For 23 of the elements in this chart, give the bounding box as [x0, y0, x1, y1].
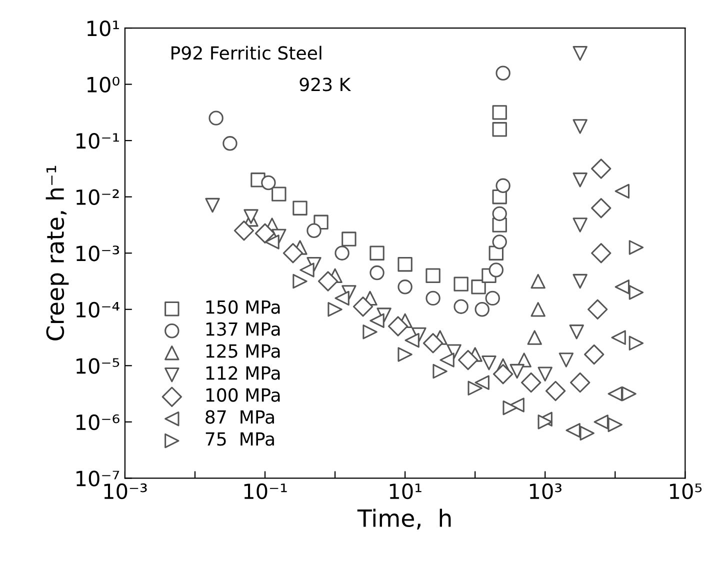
legend-label: 87 MPa — [206, 410, 274, 424]
x-tick-label: 10¹ — [390, 483, 422, 500]
annotation: 923 K — [300, 78, 352, 92]
y-tick-label: 10¹ — [88, 20, 119, 36]
x-tick-label: 10⁵ — [670, 483, 702, 500]
y-tick-label: 10⁻⁵ — [76, 358, 120, 374]
y-tick-label: 10⁻² — [76, 189, 119, 206]
y-tick-label: 10⁻⁴ — [76, 302, 120, 318]
y-axis-title: Creep rate, h⁻¹ — [46, 166, 69, 340]
y-tick-label: 10⁻¹ — [76, 133, 119, 149]
legend-label: 75 MPa — [206, 432, 274, 446]
legend-label: 125 MPa — [206, 344, 280, 358]
annotation: P92 Ferritic Steel — [172, 46, 322, 60]
legend-label: 137 MPa — [206, 322, 280, 336]
legend-label: 112 MPa — [206, 366, 280, 380]
legend-label: 150 MPa — [206, 300, 280, 314]
y-tick-label: 10⁻³ — [76, 246, 120, 262]
x-tick-label: 10⁻¹ — [244, 483, 287, 500]
y-tick-label: 10⁻⁶ — [76, 414, 120, 430]
x-axis-title: Time, h — [357, 508, 451, 530]
y-tick-label: 10⁰ — [88, 76, 120, 93]
x-tick-label: 10³ — [530, 483, 562, 500]
legend-label: 100 MPa — [206, 388, 280, 402]
